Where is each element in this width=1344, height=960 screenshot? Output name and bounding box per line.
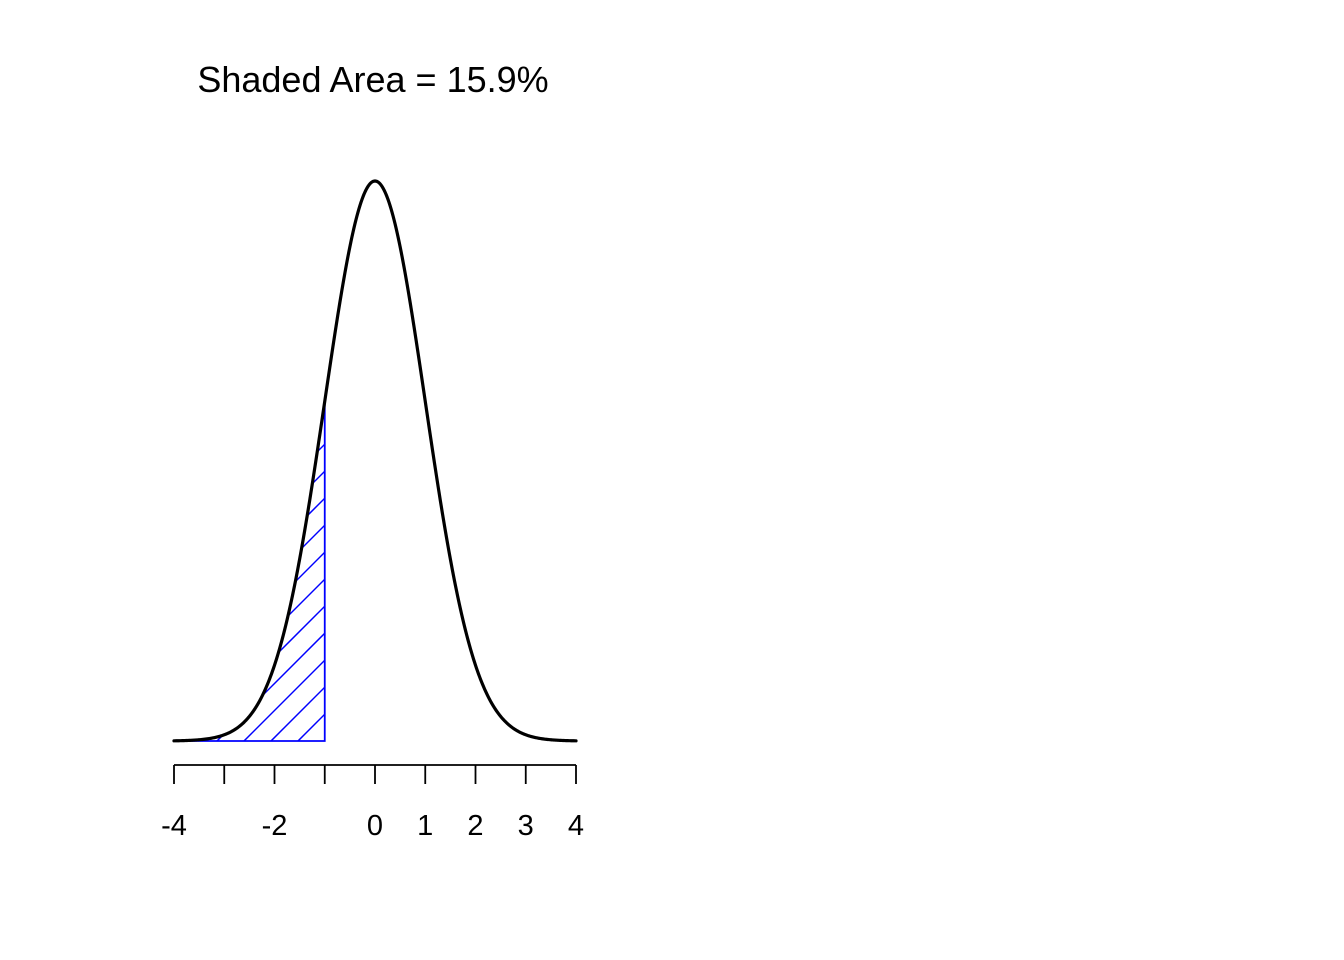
hatch-line [174, 401, 325, 741]
x-tick-label: -4 [161, 810, 187, 842]
hatch-line [369, 161, 959, 751]
x-tick-label: 2 [467, 810, 483, 842]
hatch-line [174, 401, 325, 741]
hatch-lines [174, 161, 959, 751]
hatch-line [174, 401, 325, 741]
shaded-region-outline [173, 401, 326, 742]
hatch-line [174, 401, 177, 741]
hatch-line [174, 401, 285, 741]
hatch-line [342, 161, 932, 751]
hatch-line [233, 401, 325, 741]
x-tick-label: -2 [262, 810, 288, 842]
hatch-line [174, 401, 312, 741]
density-curve [172, 179, 578, 743]
hatch-line [206, 401, 325, 741]
hatch-line [174, 401, 325, 741]
x-axis: -4 -2 0 1 2 3 4 [161, 764, 584, 842]
hatch-line [174, 401, 325, 741]
hatch-line [174, 401, 325, 741]
hatch-line [174, 401, 325, 741]
shaded-region-layer [173, 161, 959, 751]
hatch-line [174, 401, 325, 741]
density-curve-layer [172, 179, 578, 743]
x-tick-label: 4 [568, 810, 584, 842]
hatch-line [174, 401, 204, 741]
x-tick-label: 0 [367, 810, 383, 842]
hatch-line [314, 401, 325, 741]
hatch-line [174, 401, 325, 741]
hatch-line [174, 401, 231, 741]
x-tick-label: 1 [417, 810, 433, 842]
hatch-line [174, 401, 325, 741]
hatch-line [174, 401, 258, 741]
hatch-line [174, 401, 325, 741]
hatch-line [174, 401, 325, 741]
hatch-line [174, 401, 325, 741]
hatch-line [174, 401, 325, 741]
hatch-line [287, 401, 325, 741]
x-tick-label: 3 [518, 810, 534, 842]
chart-title: Shaded Area = 15.9% [197, 59, 548, 100]
